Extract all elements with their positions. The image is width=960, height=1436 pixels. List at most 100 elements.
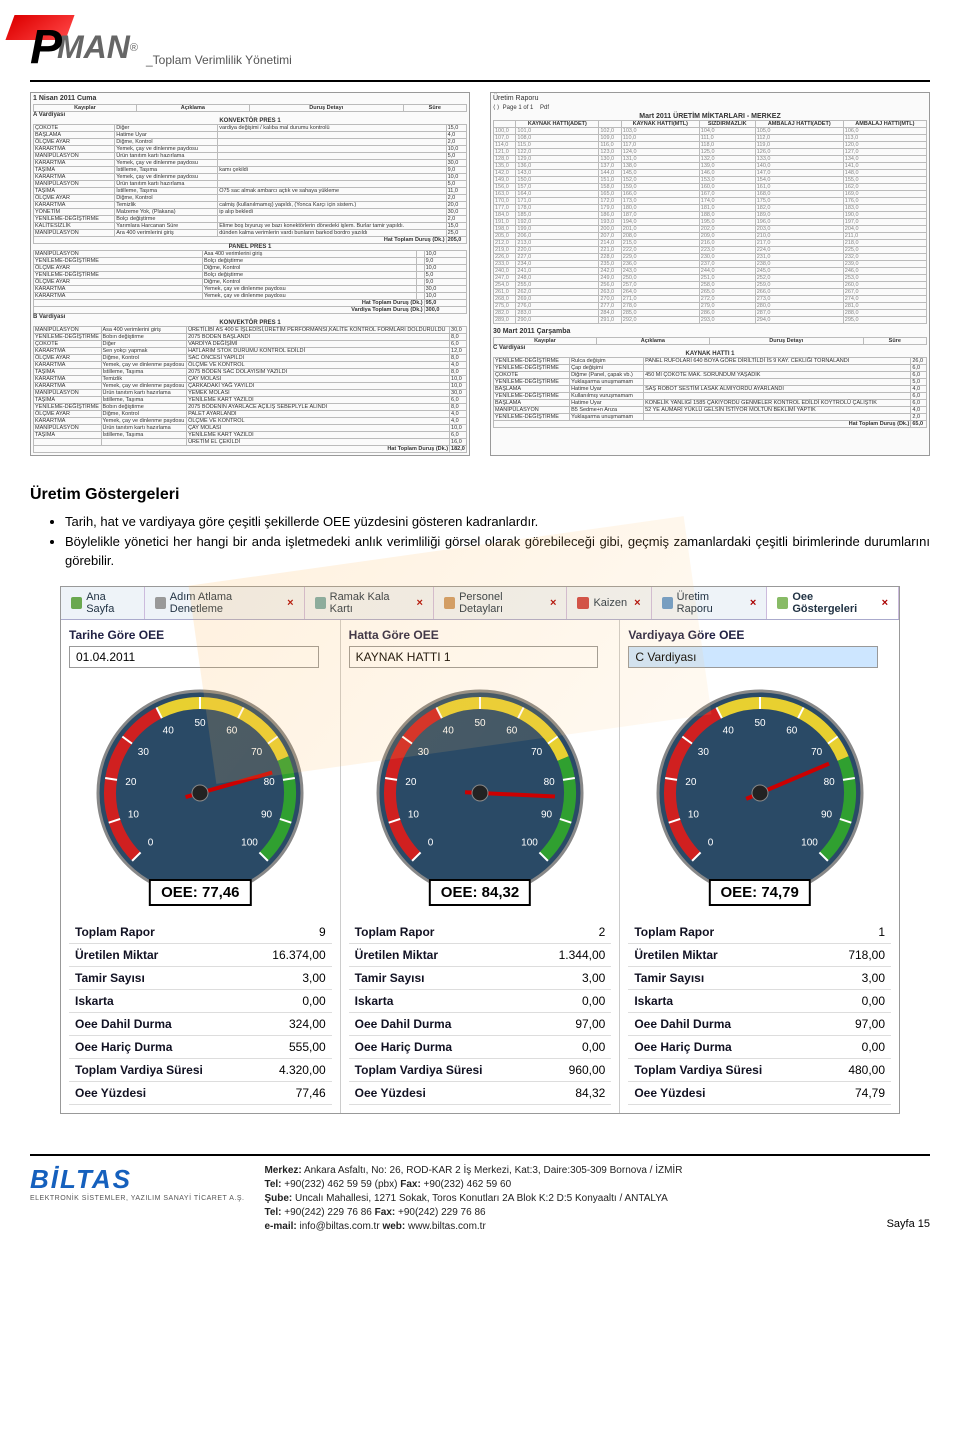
svg-text:10: 10 xyxy=(688,809,700,820)
tab-icon xyxy=(71,597,82,609)
stat-value: 3,00 xyxy=(823,966,891,989)
gauge-input[interactable] xyxy=(349,646,599,668)
stats-table: Toplam Rapor1Üretilen Miktar718,00Tamir … xyxy=(628,921,891,1105)
svg-text:100: 100 xyxy=(241,837,258,848)
svg-text:90: 90 xyxy=(261,809,273,820)
stat-label: Oee Dahil Durma xyxy=(349,1012,534,1035)
stat-label: Toplam Rapor xyxy=(349,921,534,944)
footer-line: Tel: +90(232) 462 59 59 (pbx) Fax: +90(2… xyxy=(264,1178,682,1192)
tab-icon xyxy=(444,597,455,609)
stats-table: Toplam Rapor9Üretilen Miktar16.374,00Tam… xyxy=(69,921,332,1105)
stat-value: 960,00 xyxy=(534,1058,612,1081)
stat-label: Toplam Vardiya Süresi xyxy=(349,1058,534,1081)
stat-value: 0,00 xyxy=(823,1035,891,1058)
tab-label: Personel Detayları xyxy=(459,591,543,615)
tab-üretim-raporu[interactable]: Üretim Raporu × xyxy=(652,587,768,619)
svg-text:70: 70 xyxy=(251,746,263,757)
stat-label: Oee Dahil Durma xyxy=(628,1012,823,1035)
footer-line: Şube: Uncalı Mahallesi, 1271 Sokak, Toro… xyxy=(264,1192,682,1206)
stats-table: Toplam Rapor2Üretilen Miktar1.344,00Tami… xyxy=(349,921,612,1105)
stat-value: 1.344,00 xyxy=(534,943,612,966)
tab-label: Ramak Kala Kartı xyxy=(330,591,410,615)
tab-label: Ana Sayfa xyxy=(86,591,133,615)
stat-label: Üretilen Miktar xyxy=(69,943,248,966)
footer-logo-block: BİLTAS ELEKTRONİK SİSTEMLER, YAZILIM SAN… xyxy=(30,1164,244,1202)
footer-line: Merkez: Ankara Asfaltı, No: 26, ROD-KAR … xyxy=(264,1164,682,1178)
report-left: 1 Nisan 2011 CumaKayıplarAçıklamaDuruş D… xyxy=(30,92,470,456)
gauges-row: Tarihe Göre OEE0102030405060708090100OEE… xyxy=(61,620,899,1113)
stat-value: 97,00 xyxy=(534,1012,612,1035)
svg-text:0: 0 xyxy=(707,837,713,848)
footer-address: Merkez: Ankara Asfaltı, No: 26, ROD-KAR … xyxy=(264,1164,682,1234)
stat-value: 324,00 xyxy=(248,1012,332,1035)
stat-value: 718,00 xyxy=(823,943,891,966)
tab-close-icon[interactable]: × xyxy=(550,597,556,609)
svg-text:50: 50 xyxy=(754,718,766,729)
tab-label: Adım Atlama Denetleme xyxy=(170,591,280,615)
svg-text:30: 30 xyxy=(418,746,430,757)
stat-value: 3,00 xyxy=(534,966,612,989)
stat-label: Iskarta xyxy=(349,989,534,1012)
tab-close-icon[interactable]: × xyxy=(882,597,888,609)
stat-label: Iskarta xyxy=(628,989,823,1012)
oee-screenshot: Ana SayfaAdım Atlama Denetleme×Ramak Kal… xyxy=(60,586,900,1114)
tab-close-icon[interactable]: × xyxy=(634,597,640,609)
oee-value-box: OEE: 77,46 xyxy=(149,879,251,906)
stat-value: 0,00 xyxy=(534,1035,612,1058)
stat-label: Oee Hariç Durma xyxy=(628,1035,823,1058)
stat-value: 97,00 xyxy=(823,1012,891,1035)
gauge-dial: 0102030405060708090100 xyxy=(650,683,870,883)
tab-label: Kaizen xyxy=(593,597,627,609)
stat-label: Oee Yüzdesi xyxy=(628,1081,823,1104)
stat-value: 74,79 xyxy=(823,1081,891,1104)
footer-brand-sub: ELEKTRONİK SİSTEMLER, YAZILIM SANAYİ TİC… xyxy=(30,1195,244,1202)
tab-personel-detayları[interactable]: Personel Detayları × xyxy=(434,587,568,619)
svg-text:40: 40 xyxy=(443,725,455,736)
tab-kaizen[interactable]: Kaizen × xyxy=(567,587,651,619)
stat-label: Tamir Sayısı xyxy=(349,966,534,989)
stat-label: Oee Yüzdesi xyxy=(69,1081,248,1104)
tab-close-icon[interactable]: × xyxy=(287,597,293,609)
svg-text:30: 30 xyxy=(138,746,150,757)
svg-text:60: 60 xyxy=(786,725,798,736)
stat-value: 3,00 xyxy=(248,966,332,989)
oee-value-box: OEE: 74,79 xyxy=(708,879,810,906)
tab-adım-atlama-denetleme[interactable]: Adım Atlama Denetleme × xyxy=(145,587,305,619)
logo-subtitle: _Toplam Verimlilik Yönetimi xyxy=(146,53,292,67)
tab-bar: Ana SayfaAdım Atlama Denetleme×Ramak Kal… xyxy=(61,587,899,620)
svg-text:0: 0 xyxy=(148,837,154,848)
svg-text:50: 50 xyxy=(474,718,486,729)
tab-ana-sayfa[interactable]: Ana Sayfa xyxy=(61,587,145,619)
gauge-col-2: Vardiyaya Göre OEE0102030405060708090100… xyxy=(620,620,899,1113)
tab-close-icon[interactable]: × xyxy=(750,597,756,609)
stat-label: Iskarta xyxy=(69,989,248,1012)
svg-text:20: 20 xyxy=(685,777,697,788)
stat-label: Toplam Rapor xyxy=(628,921,823,944)
stat-value: 0,00 xyxy=(248,989,332,1012)
gauge-input[interactable] xyxy=(628,646,878,668)
bullet-1: Tarih, hat ve vardiyaya göre çeşitli şek… xyxy=(65,512,930,532)
stat-label: Üretilen Miktar xyxy=(349,943,534,966)
svg-text:60: 60 xyxy=(506,725,518,736)
svg-text:20: 20 xyxy=(126,777,138,788)
reports-row: 1 Nisan 2011 CumaKayıplarAçıklamaDuruş D… xyxy=(30,92,930,456)
stat-label: Toplam Rapor xyxy=(69,921,248,944)
svg-text:100: 100 xyxy=(801,837,818,848)
gauge-input[interactable] xyxy=(69,646,319,668)
svg-text:0: 0 xyxy=(428,837,434,848)
footer-line: e-mail: info@biltas.com.tr web: www.bilt… xyxy=(264,1220,682,1234)
stat-label: Oee Yüzdesi xyxy=(349,1081,534,1104)
tab-oee-göstergeleri[interactable]: Oee Göstergeleri× xyxy=(767,587,899,619)
tab-ramak-kala-kartı[interactable]: Ramak Kala Kartı × xyxy=(305,587,434,619)
stat-label: Toplam Vardiya Süresi xyxy=(69,1058,248,1081)
gauge-dial: 0102030405060708090100 xyxy=(370,683,590,883)
stat-value: 480,00 xyxy=(823,1058,891,1081)
svg-text:70: 70 xyxy=(811,746,823,757)
gauge-col-0: Tarihe Göre OEE0102030405060708090100OEE… xyxy=(61,620,341,1113)
stat-value: 555,00 xyxy=(248,1035,332,1058)
stat-label: Tamir Sayısı xyxy=(628,966,823,989)
tab-label: Üretim Raporu xyxy=(677,591,743,615)
tab-icon xyxy=(155,597,166,609)
svg-text:50: 50 xyxy=(195,718,207,729)
tab-close-icon[interactable]: × xyxy=(417,597,423,609)
